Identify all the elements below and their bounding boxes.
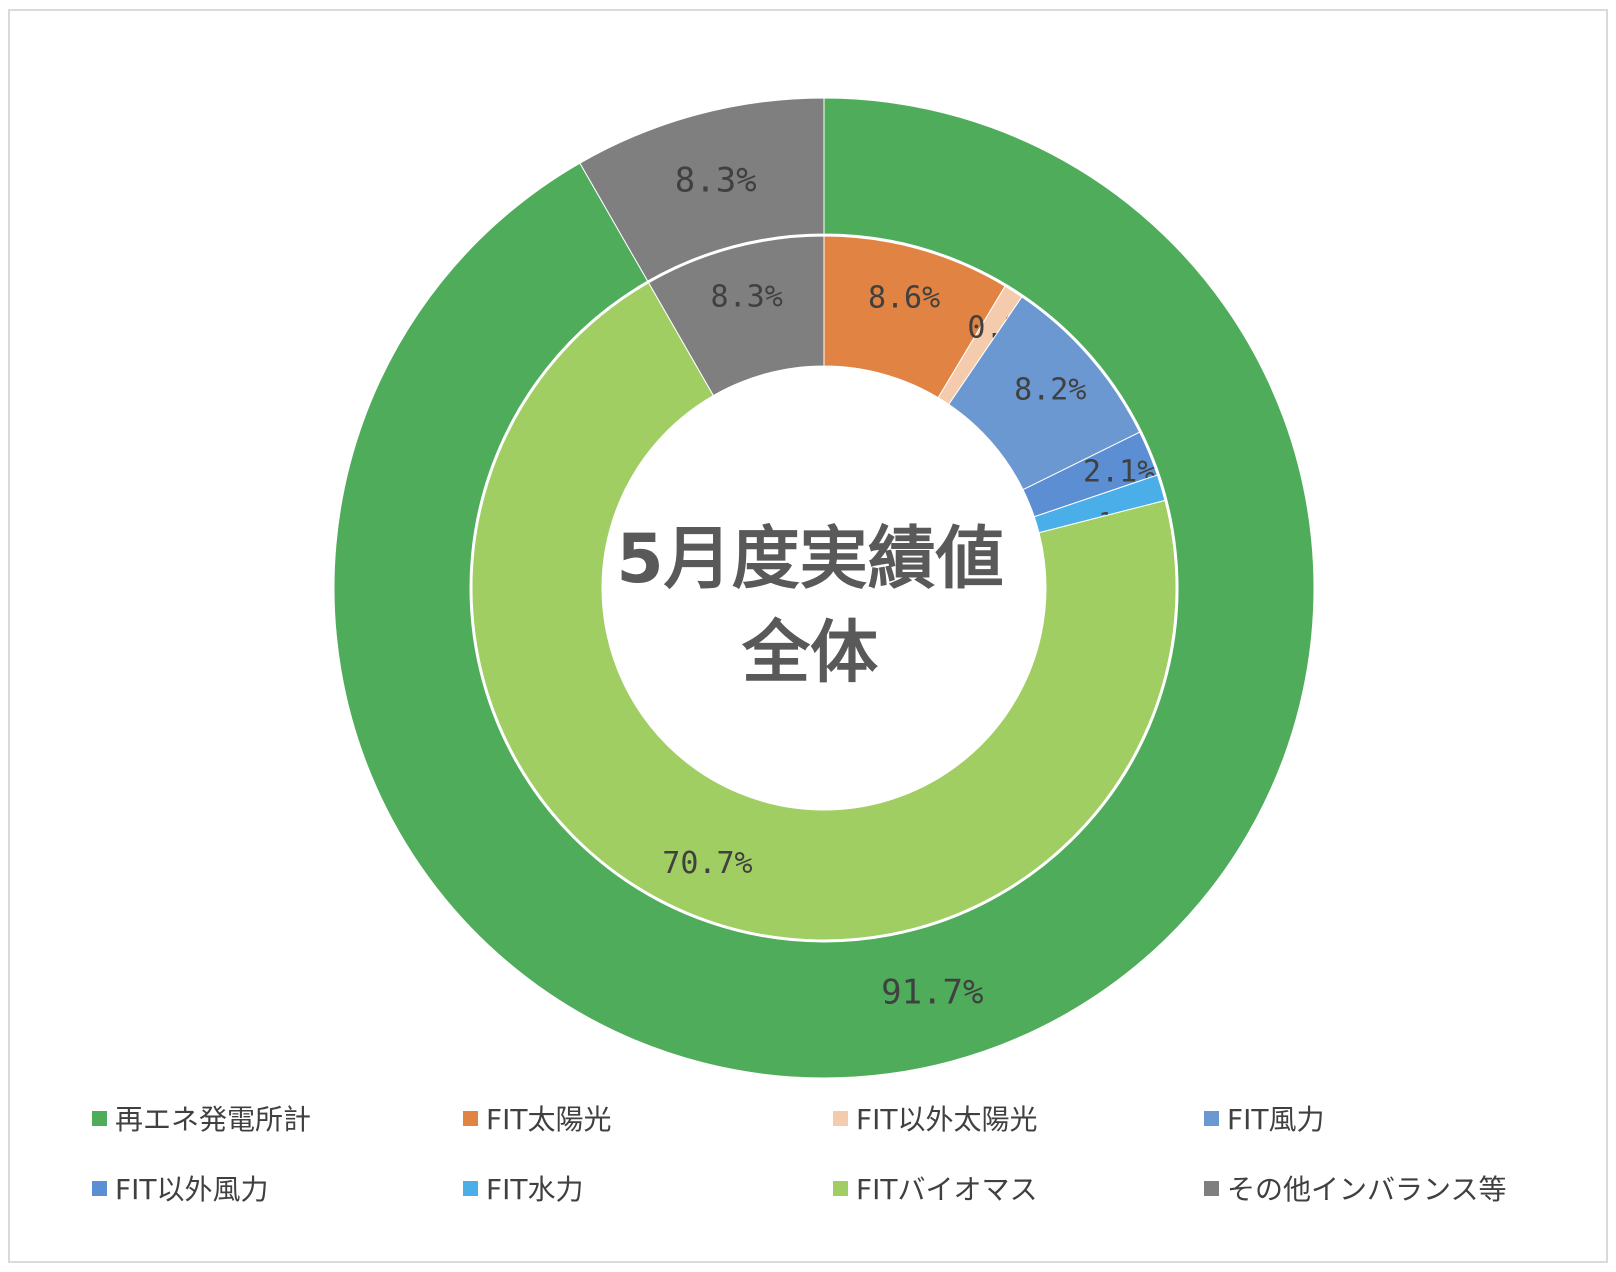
inner-ring-data-label-2: 8.2% <box>1014 373 1086 408</box>
inner-ring-slice-5 <box>471 282 1177 941</box>
outer-ring-slice-0 <box>333 97 1315 1079</box>
inner-ring-slice-6 <box>647 235 825 397</box>
inner-ring-data-label-5: 70.7% <box>662 846 752 881</box>
outer-ring-slice-1 <box>579 97 825 282</box>
inner-ring-data-label-0: 8.6% <box>868 280 940 315</box>
outer-ring-data-label-1: 8.3% <box>675 161 757 201</box>
chart-title-line-2: 全体 <box>741 614 878 693</box>
chart-title-line-1: 5月度実績値 <box>616 520 1004 599</box>
donut-center-hole <box>603 367 1045 809</box>
outer-ring-data-label-0: 91.7% <box>881 972 983 1012</box>
inner-ring-data-label-6: 8.3% <box>711 280 783 315</box>
